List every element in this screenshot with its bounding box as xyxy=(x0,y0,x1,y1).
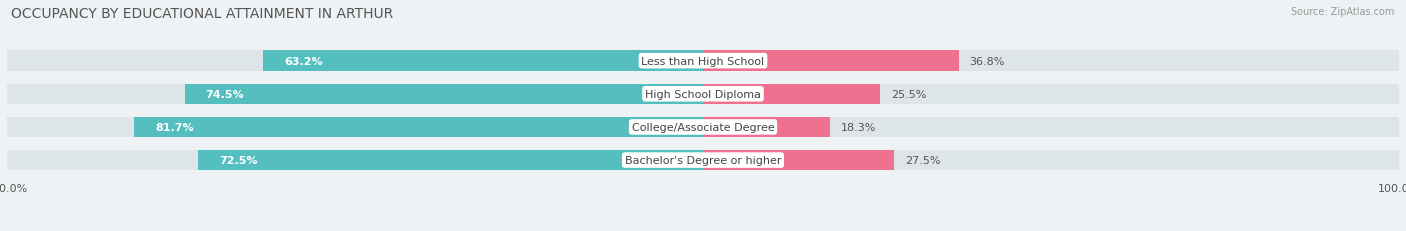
Legend: Owner-occupied, Renter-occupied: Owner-occupied, Renter-occupied xyxy=(576,228,830,231)
Text: 36.8%: 36.8% xyxy=(970,56,1005,66)
Bar xyxy=(7,51,703,72)
Bar xyxy=(135,117,703,138)
Bar xyxy=(703,117,831,138)
Text: 25.5%: 25.5% xyxy=(891,89,927,99)
Text: OCCUPANCY BY EDUCATIONAL ATTAINMENT IN ARTHUR: OCCUPANCY BY EDUCATIONAL ATTAINMENT IN A… xyxy=(11,7,394,21)
Text: Source: ZipAtlas.com: Source: ZipAtlas.com xyxy=(1291,7,1395,17)
Bar xyxy=(703,51,1399,72)
Text: Bachelor's Degree or higher: Bachelor's Degree or higher xyxy=(624,155,782,165)
Bar xyxy=(7,150,703,171)
Bar xyxy=(703,51,959,72)
Text: College/Associate Degree: College/Associate Degree xyxy=(631,122,775,132)
Text: Less than High School: Less than High School xyxy=(641,56,765,66)
Text: High School Diploma: High School Diploma xyxy=(645,89,761,99)
Bar xyxy=(703,84,880,105)
Bar xyxy=(703,150,1399,171)
Text: 81.7%: 81.7% xyxy=(155,122,194,132)
Text: 27.5%: 27.5% xyxy=(905,155,941,165)
Bar xyxy=(703,84,1399,105)
Text: 74.5%: 74.5% xyxy=(205,89,245,99)
Text: 63.2%: 63.2% xyxy=(284,56,322,66)
Bar xyxy=(184,84,703,105)
Text: 18.3%: 18.3% xyxy=(841,122,876,132)
Bar xyxy=(7,117,703,138)
Bar xyxy=(198,150,703,171)
Bar xyxy=(7,84,703,105)
Text: 72.5%: 72.5% xyxy=(219,155,257,165)
Bar xyxy=(703,150,894,171)
Bar xyxy=(263,51,703,72)
Bar xyxy=(703,117,1399,138)
